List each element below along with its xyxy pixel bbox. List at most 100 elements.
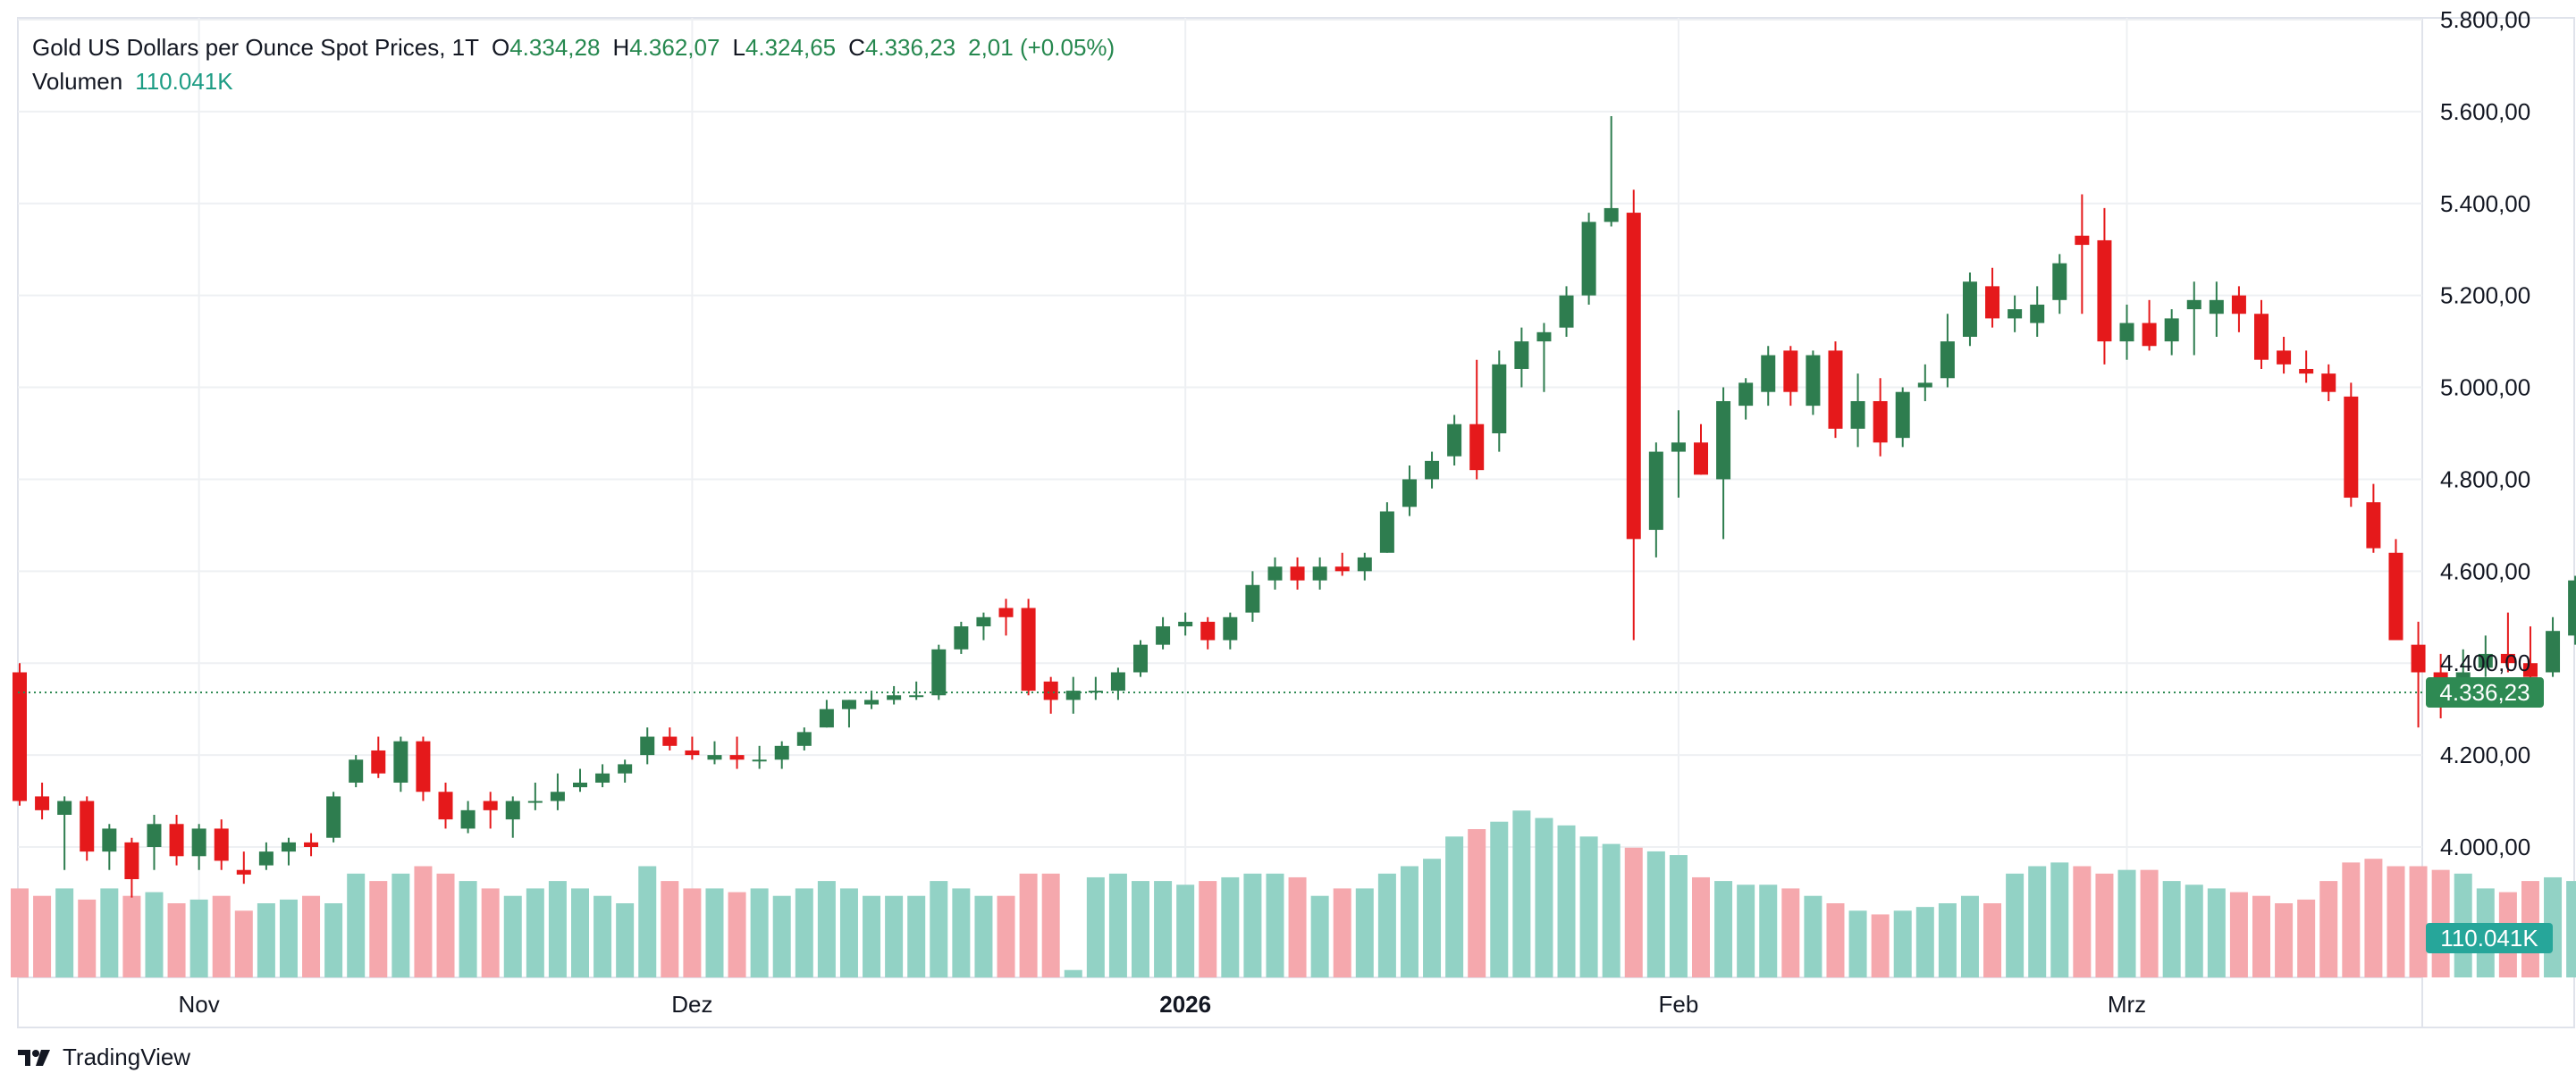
candle[interactable] xyxy=(2546,616,2561,677)
candle[interactable] xyxy=(2097,207,2112,365)
candle[interactable] xyxy=(1290,557,1305,590)
candle[interactable] xyxy=(1425,451,1440,489)
candle[interactable] xyxy=(1156,616,1171,650)
candle[interactable] xyxy=(2164,309,2179,356)
candle[interactable] xyxy=(550,773,565,810)
candle[interactable] xyxy=(1604,116,1619,227)
candle[interactable] xyxy=(1469,359,1485,480)
candle[interactable] xyxy=(2209,281,2224,337)
candle[interactable] xyxy=(1873,378,1888,457)
candle[interactable] xyxy=(80,796,95,861)
candle[interactable] xyxy=(2478,635,2493,677)
candle[interactable] xyxy=(998,599,1014,636)
candle[interactable] xyxy=(1985,267,2000,328)
candle[interactable] xyxy=(2500,612,2515,673)
candle[interactable] xyxy=(618,759,633,783)
candle[interactable] xyxy=(1043,676,1058,714)
candle[interactable] xyxy=(1334,552,1350,576)
candle[interactable] xyxy=(1267,557,1283,590)
candle[interactable] xyxy=(1917,364,1932,401)
candle[interactable] xyxy=(1357,552,1372,581)
candle[interactable] xyxy=(819,700,834,728)
candle[interactable] xyxy=(662,727,678,750)
candle[interactable] xyxy=(1402,465,1417,516)
candle[interactable] xyxy=(35,782,50,820)
candle[interactable] xyxy=(527,782,543,810)
candle[interactable] xyxy=(864,691,880,709)
candle[interactable] xyxy=(796,727,812,750)
candle[interactable] xyxy=(2119,304,2134,360)
candle[interactable] xyxy=(1514,327,1529,388)
candle[interactable] xyxy=(505,796,520,838)
candle[interactable] xyxy=(2344,382,2359,507)
candle[interactable] xyxy=(57,796,72,870)
candle[interactable] xyxy=(2568,575,2576,645)
candle[interactable] xyxy=(841,700,856,728)
candle[interactable] xyxy=(2142,299,2157,351)
candle[interactable] xyxy=(1694,423,1708,475)
candle[interactable] xyxy=(416,736,431,801)
candle[interactable] xyxy=(1940,314,1955,388)
candle[interactable] xyxy=(102,824,117,870)
candle[interactable] xyxy=(976,612,991,641)
candle[interactable] xyxy=(1088,676,1103,700)
candle[interactable] xyxy=(707,741,722,765)
candle[interactable] xyxy=(2388,539,2403,641)
candle[interactable] xyxy=(2366,483,2381,553)
candle[interactable] xyxy=(13,663,27,806)
candle[interactable] xyxy=(752,745,767,769)
candle[interactable] xyxy=(349,755,364,788)
candle[interactable] xyxy=(685,736,700,760)
candle[interactable] xyxy=(1110,667,1125,700)
candle[interactable] xyxy=(1492,350,1507,452)
candle[interactable] xyxy=(304,833,319,857)
candle[interactable] xyxy=(954,621,969,654)
candle[interactable] xyxy=(931,644,947,700)
candle[interactable] xyxy=(1065,676,1081,714)
candle[interactable] xyxy=(1648,442,1663,558)
candle[interactable] xyxy=(1671,410,1686,499)
candle[interactable] xyxy=(1379,502,1394,553)
candle[interactable] xyxy=(326,792,341,843)
candle[interactable] xyxy=(2254,299,2269,369)
candle[interactable] xyxy=(909,681,924,700)
candle[interactable] xyxy=(1536,323,1552,392)
candle[interactable] xyxy=(595,764,610,788)
candle[interactable] xyxy=(640,727,655,765)
candle[interactable] xyxy=(887,685,902,705)
candle[interactable] xyxy=(1761,346,1776,407)
candle[interactable] xyxy=(393,736,408,792)
candle[interactable] xyxy=(1559,286,1574,337)
candle[interactable] xyxy=(236,851,251,885)
candle[interactable] xyxy=(2277,336,2292,374)
candle[interactable] xyxy=(729,736,745,769)
candle[interactable] xyxy=(1312,557,1327,590)
candle[interactable] xyxy=(573,768,587,792)
candle[interactable] xyxy=(1806,350,1821,415)
candle[interactable] xyxy=(371,736,386,778)
candle[interactable] xyxy=(460,801,476,834)
tradingview-branding[interactable]: TradingView xyxy=(18,1044,190,1071)
candle[interactable] xyxy=(438,782,453,829)
candle[interactable] xyxy=(1200,616,1216,650)
candle[interactable] xyxy=(2030,286,2045,337)
candle[interactable] xyxy=(1447,415,1462,466)
candle[interactable] xyxy=(2411,621,2426,728)
candle[interactable] xyxy=(774,741,789,769)
candle[interactable] xyxy=(281,837,296,866)
candle[interactable] xyxy=(1626,189,1641,641)
candle[interactable] xyxy=(1021,599,1036,696)
candle[interactable] xyxy=(1828,341,1843,439)
candle[interactable] xyxy=(169,814,184,866)
candle[interactable] xyxy=(258,842,274,870)
candle[interactable] xyxy=(1245,571,1260,622)
candle[interactable] xyxy=(2321,364,2336,401)
candle[interactable] xyxy=(2008,295,2023,332)
candle[interactable] xyxy=(1850,373,1865,448)
candle[interactable] xyxy=(2231,286,2246,332)
candle[interactable] xyxy=(1223,612,1238,650)
candle[interactable] xyxy=(1738,378,1754,420)
candle[interactable] xyxy=(1716,387,1731,540)
candle[interactable] xyxy=(1895,387,1910,448)
